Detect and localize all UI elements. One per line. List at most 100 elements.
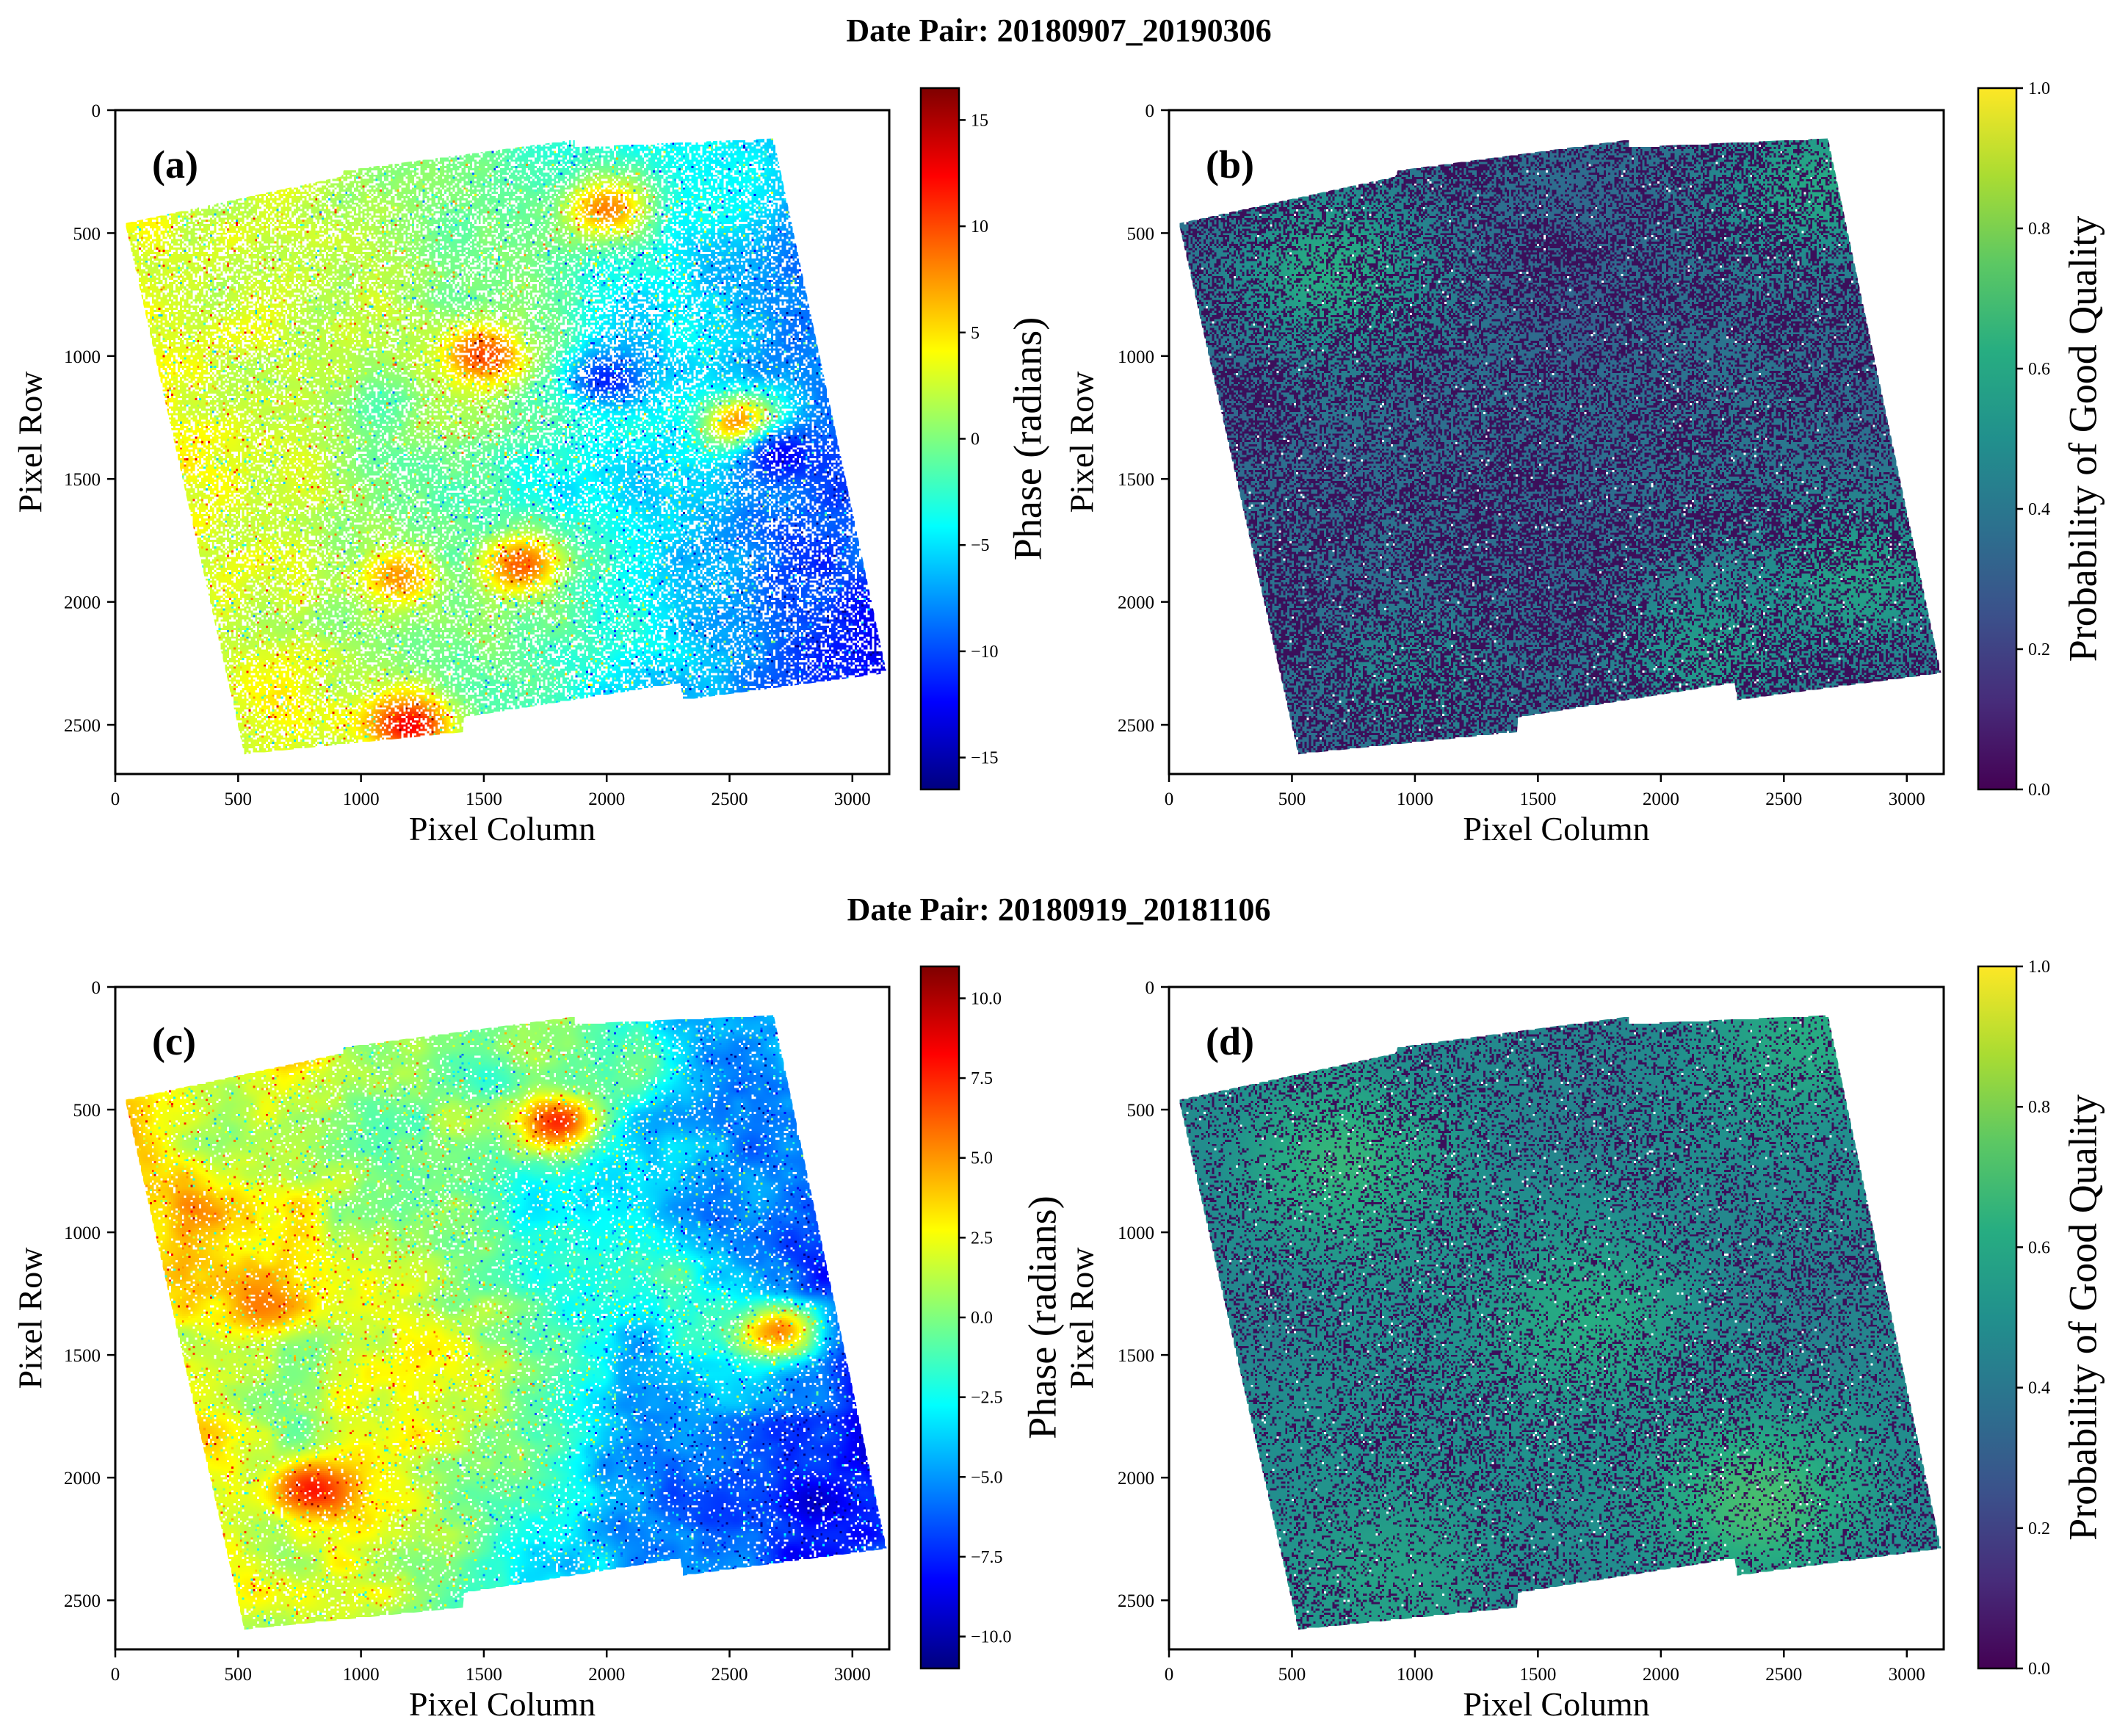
colorbar-tick-label: 15 [971, 111, 988, 130]
colorbar-tick-label: 10 [971, 217, 988, 236]
colorbar-tick-label: −10.0 [971, 1628, 1012, 1647]
x-tick-label: 2500 [712, 789, 748, 809]
panel-d: 0 500 1000 1500 2000 2500 3000 0 500 1000 1500 2000… [1063, 958, 2105, 1723]
y-tick-label: 2000 [1118, 593, 1154, 613]
y-tick-label: 2500 [64, 1591, 101, 1611]
colorbar-tick-label: −10 [971, 643, 999, 662]
x-tick-label: 1500 [1519, 1665, 1556, 1685]
colorbar [1977, 965, 2018, 1670]
panel-label: (d) [1206, 1019, 1254, 1063]
x-axis-label: Pixel Column [409, 1685, 596, 1723]
y-tick-label: 1500 [1118, 1346, 1154, 1366]
y-tick-label: 0 [1146, 101, 1155, 121]
colorbar-tick-label: −15 [971, 749, 999, 768]
x-tick-label: 500 [225, 789, 253, 809]
colorbar-tick-label: 0.4 [2028, 500, 2050, 519]
x-tick-label: 3000 [1889, 789, 1925, 809]
x-tick-label: 1500 [466, 789, 502, 809]
y-tick-label: 0 [92, 978, 101, 998]
colorbar-tick-label: 0.2 [2028, 1519, 2050, 1538]
colorbar-tick-label: 0.6 [2028, 360, 2050, 379]
panel-b: 0 500 1000 1500 2000 2500 3000 0 500 1000 1500 2000… [1063, 79, 2105, 847]
y-tick-label: 500 [1127, 224, 1155, 244]
y-axis-label: Pixel Row [12, 1247, 49, 1389]
colorbar-label: Phase (radians) [1005, 317, 1049, 560]
panel-label: (a) [152, 142, 198, 187]
y-tick-label: 1500 [64, 470, 101, 490]
colorbar-tick-label: −5 [971, 536, 990, 555]
x-tick-label: 1000 [1397, 1665, 1433, 1685]
y-tick-label: 1000 [1118, 1223, 1154, 1243]
colorbar-tick-label: 7.5 [971, 1069, 993, 1088]
row-title-bottom: Date Pair: 20180919_20181106 [847, 891, 1271, 927]
x-tick-label: 1000 [343, 1665, 380, 1685]
colorbar-tick-label: 10.0 [971, 989, 1002, 1008]
colorbar-tick-label: 5.0 [971, 1149, 993, 1168]
colorbar-tick-label: 1.0 [2028, 958, 2050, 977]
x-tick-label: 1500 [1519, 789, 1556, 809]
colorbar-tick-label: −7.5 [971, 1548, 1003, 1567]
x-tick-label: 3000 [1889, 1665, 1925, 1685]
x-tick-label: 500 [225, 1665, 253, 1685]
y-tick-label: 2500 [1118, 716, 1154, 736]
y-tick-label: 1000 [1118, 347, 1154, 367]
colorbar-tick-label: 0.0 [2028, 781, 2050, 800]
colorbar [919, 965, 960, 1670]
axes-frame [114, 109, 891, 775]
colorbar-tick-label: 0.0 [971, 1309, 993, 1328]
x-tick-label: 3000 [834, 1665, 871, 1685]
x-tick-label: 2500 [1765, 1665, 1802, 1685]
x-tick-label: 2000 [588, 789, 625, 809]
colorbar-tick-label: −5.0 [971, 1468, 1003, 1487]
x-axis-label: Pixel Column [1463, 1685, 1649, 1723]
x-tick-label: 2500 [712, 1665, 748, 1685]
y-axis-label: Pixel Row [1063, 1247, 1101, 1389]
axes-frame [1168, 985, 1945, 1651]
x-tick-label: 0 [1165, 1665, 1174, 1685]
colorbar-label: Phase (radians) [1020, 1196, 1064, 1439]
y-tick-label: 500 [73, 1101, 101, 1121]
x-tick-label: 2000 [1643, 789, 1679, 809]
x-tick-label: 2000 [588, 1665, 625, 1685]
heatmap-image [125, 138, 887, 755]
colorbar-tick-label: 0.2 [2028, 640, 2050, 659]
colorbar-tick-label: 5 [971, 324, 980, 343]
row-title-top: Date Pair: 20180907_20190306 [846, 12, 1271, 48]
panel-label: (b) [1206, 142, 1254, 187]
colorbar-tick-label: 2.5 [971, 1229, 993, 1248]
y-tick-label: 1000 [64, 347, 101, 367]
x-tick-label: 0 [111, 1665, 120, 1685]
x-tick-label: 0 [111, 789, 120, 809]
y-tick-label: 1500 [64, 1346, 101, 1366]
y-tick-label: 1500 [1118, 470, 1154, 490]
colorbar-tick-label: 0.0 [2028, 1660, 2050, 1679]
colorbar-tick-label: 0.8 [2028, 220, 2050, 239]
y-tick-label: 0 [92, 101, 101, 121]
y-tick-label: 0 [1146, 978, 1155, 998]
x-tick-label: 500 [1278, 1665, 1306, 1685]
colorbar [919, 87, 960, 791]
colorbar-label: Probability of Good Quality [2060, 1094, 2105, 1540]
y-tick-label: 2000 [64, 1469, 101, 1489]
x-tick-label: 500 [1278, 789, 1306, 809]
y-tick-label: 500 [1127, 1101, 1155, 1121]
x-tick-label: 2500 [1765, 789, 1802, 809]
colorbar-label: Probability of Good Quality [2060, 216, 2105, 662]
colorbar [1977, 87, 2018, 791]
colorbar-tick-label: −2.5 [971, 1389, 1003, 1408]
y-axis-label: Pixel Row [12, 371, 49, 513]
x-tick-label: 3000 [834, 789, 871, 809]
x-tick-label: 2000 [1643, 1665, 1679, 1685]
y-tick-label: 2000 [1118, 1469, 1154, 1489]
axes-frame [114, 985, 891, 1651]
y-axis-label: Pixel Row [1063, 371, 1101, 513]
x-tick-label: 1500 [466, 1665, 502, 1685]
colorbar-tick-label: 0.8 [2028, 1098, 2050, 1117]
x-tick-label: 0 [1165, 789, 1174, 809]
colorbar-tick-label: 0.4 [2028, 1379, 2050, 1398]
x-tick-label: 1000 [1397, 789, 1433, 809]
colorbar-tick-label: 0.6 [2028, 1238, 2050, 1257]
heatmap-image [1179, 1015, 1942, 1630]
x-tick-label: 1000 [343, 789, 380, 809]
